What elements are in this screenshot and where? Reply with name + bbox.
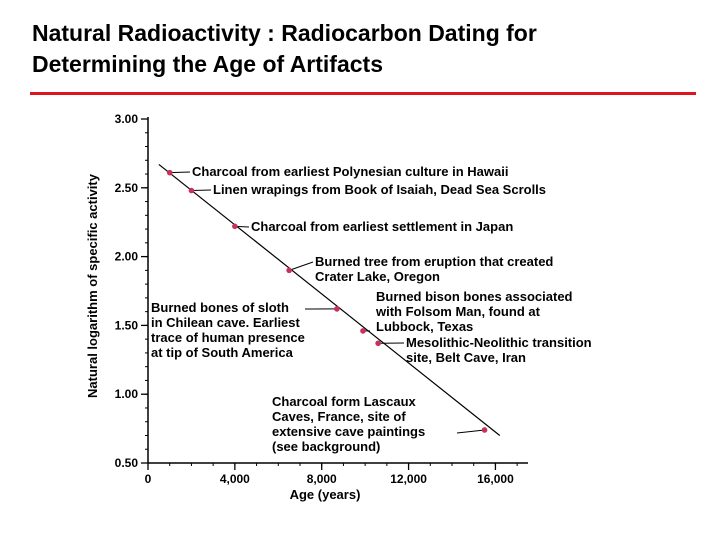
x-axis-label: Age (years) (290, 487, 361, 502)
data-points (166, 169, 488, 433)
data-point (286, 267, 292, 274)
x-tick-label: 8,000 (307, 472, 337, 486)
slide-title-line-2: Determining the Age of Artifacts (32, 51, 383, 77)
point-label: Burned bison bones associated (376, 289, 573, 304)
point-label: extensive cave paintings (272, 424, 425, 439)
point-label: Lubbock, Texas (376, 319, 473, 334)
x-tick-label: 4,000 (220, 472, 250, 486)
y-tick-label: 2.00 (115, 250, 139, 264)
point-label: with Folsom Man, found at (375, 304, 541, 319)
label-leader (288, 261, 314, 271)
x-tick-label: 12,000 (390, 472, 427, 486)
x-tick-label: 16,000 (477, 472, 514, 486)
point-label: Charcoal from earliest Polynesian cultur… (192, 164, 508, 179)
point-label: at tip of South America (151, 345, 294, 360)
label-leader (456, 429, 485, 434)
data-point (232, 223, 238, 230)
data-point (166, 169, 173, 176)
slide-title-line-1: Natural Radioactivity : Radiocarbon Dati… (32, 20, 537, 46)
point-label: site, Belt Cave, Iran (406, 350, 526, 365)
point-label: Charcoal form Lascaux (272, 394, 417, 409)
point-label: in Chilean cave. Earliest (151, 315, 301, 330)
point-label: trace of human presence (151, 330, 305, 345)
point-label: Linen wrapings from Book of Isaiah, Dead… (213, 182, 546, 197)
data-point (360, 328, 366, 334)
label-leader (169, 171, 191, 174)
point-label: Crater Lake, Oregon (315, 269, 440, 284)
point-label: Burned tree from eruption that created (315, 254, 553, 269)
point-label: (see background) (272, 439, 380, 454)
axes (147, 117, 528, 464)
data-point (375, 340, 381, 347)
axis-ticks: 0.50 1.00 1.50 2.00 2.50 3.00 0 4,000 8,000 12,00… (115, 112, 518, 486)
y-tick-label: 1.50 (115, 318, 139, 332)
point-label: Caves, France, site of (272, 409, 406, 424)
slide-title: Natural Radioactivity : Radiocarbon Dati… (32, 18, 712, 80)
title-rule (30, 92, 696, 95)
y-tick-label: 3.00 (115, 112, 139, 126)
radiocarbon-chart: 0.50 1.00 1.50 2.00 2.50 3.00 0 4,000 8,000 12,00… (85, 112, 592, 502)
y-axis-label: Natural logarithm of specific activity (85, 173, 100, 398)
label-leader (191, 189, 212, 192)
y-tick-label: 2.50 (115, 181, 139, 195)
x-tick-label: 0 (145, 472, 152, 486)
point-label: Charcoal from earliest settlement in Jap… (251, 219, 513, 234)
y-tick-label: 0.50 (115, 456, 139, 470)
data-point (334, 306, 340, 312)
point-label: Mesolithic-Neolithic transition (406, 335, 592, 350)
data-point (481, 427, 488, 433)
y-tick-label: 1.00 (115, 387, 139, 401)
point-label: Burned bones of sloth (151, 300, 289, 315)
trend-line (158, 163, 501, 436)
data-point (188, 187, 195, 194)
point-annotations: Charcoal from earliest Polynesian cultur… (151, 164, 592, 454)
